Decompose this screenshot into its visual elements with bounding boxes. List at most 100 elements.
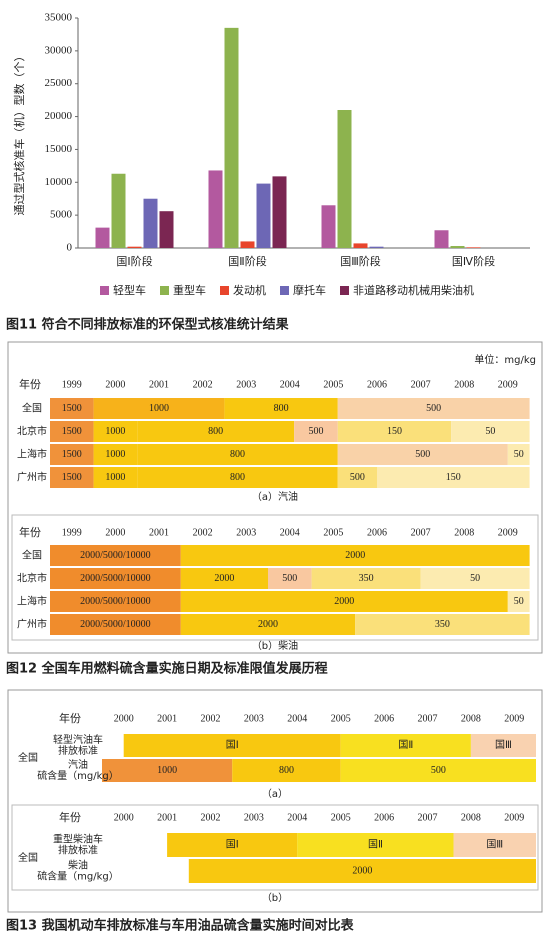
segment-label: 150 <box>446 472 461 483</box>
segment-label: 1500 <box>62 472 82 483</box>
row-label: 北京市 <box>17 425 47 438</box>
segment <box>50 614 181 635</box>
figure12b-frame <box>11 514 539 641</box>
segment <box>377 467 530 488</box>
segment-label: 1000 <box>105 426 125 437</box>
segment <box>297 833 454 857</box>
year-label: 2006 <box>374 713 394 724</box>
y-axis-label: 通过型式核准车（机）型数（个） <box>12 51 26 216</box>
y-tick-label: 35000 <box>45 12 73 24</box>
y-tick-label: 30000 <box>45 44 73 56</box>
segment-label: 800 <box>230 472 245 483</box>
segment <box>93 467 138 488</box>
year-label: 2007 <box>411 527 431 538</box>
legend-swatch <box>280 286 289 295</box>
x-tick-label: 国Ⅱ阶段 <box>228 254 266 268</box>
year-label: 2008 <box>454 527 474 538</box>
segment <box>188 859 537 883</box>
year-label: 2001 <box>157 812 177 823</box>
bar <box>240 241 255 248</box>
segment-label: 50 <box>514 449 524 460</box>
figure13-frame <box>7 689 543 913</box>
segment-label: 国Ⅲ <box>486 838 503 850</box>
legend-label: 轻型车 <box>113 283 146 297</box>
segment-label: 500 <box>308 426 323 437</box>
year-label: 2008 <box>454 379 474 390</box>
segment <box>50 591 181 612</box>
year-label: 2000 <box>105 527 125 538</box>
segment-label: 2000 <box>334 596 354 607</box>
year-label: 2005 <box>323 379 343 390</box>
legend-swatch <box>220 286 229 295</box>
segment-label: 150 <box>387 426 402 437</box>
row-label: 柴油 <box>68 859 88 872</box>
bar <box>272 176 287 248</box>
segment-label: 800 <box>279 765 294 776</box>
segment <box>337 398 530 419</box>
legend-label: 非道路移动机械用柴油机 <box>353 283 474 297</box>
segment <box>93 398 225 419</box>
year-label: 2001 <box>157 713 177 724</box>
year-label: 2004 <box>280 379 300 390</box>
row-label: 轻型汽油车 <box>53 733 103 746</box>
row-label: 排放标准 <box>58 844 98 857</box>
segment-label: 800 <box>208 426 223 437</box>
row-label: 广州市 <box>17 471 47 484</box>
segment-label: 800 <box>230 449 245 460</box>
segment <box>50 545 181 566</box>
year-header: 年份 <box>59 711 81 725</box>
region-label: 全国 <box>18 851 38 864</box>
segment <box>123 734 341 757</box>
segment <box>470 734 536 757</box>
segment-label: 500 <box>431 765 446 776</box>
y-tick-label: 5000 <box>50 209 73 221</box>
segment-label: 350 <box>359 573 374 584</box>
year-label: 2009 <box>498 527 518 538</box>
subcaption: （b） <box>262 892 288 904</box>
segment <box>268 568 312 589</box>
segment <box>50 398 94 419</box>
segment <box>180 545 530 566</box>
year-label: 2007 <box>418 713 438 724</box>
segment <box>337 444 508 465</box>
segment-label: 国Ⅱ <box>398 739 413 751</box>
year-label: 2006 <box>367 379 387 390</box>
year-label: 2000 <box>114 812 134 823</box>
row-label: 汽油 <box>68 758 88 771</box>
year-label: 2003 <box>244 812 264 823</box>
segment <box>340 734 471 757</box>
year-label: 2000 <box>114 713 134 724</box>
bar <box>224 27 239 248</box>
bar <box>256 183 271 248</box>
segment-label: 50 <box>470 573 480 584</box>
segment <box>50 444 94 465</box>
segment <box>50 467 94 488</box>
segment-label: 500 <box>426 403 441 414</box>
segment <box>340 759 536 782</box>
year-label: 2003 <box>236 527 256 538</box>
segment <box>50 421 94 442</box>
year-label: 1999 <box>62 527 82 538</box>
segment-label: 1500 <box>62 449 82 460</box>
segment-label: 500 <box>415 449 430 460</box>
year-label: 2005 <box>331 713 351 724</box>
segment <box>507 591 530 612</box>
segment <box>507 444 530 465</box>
year-label: 2004 <box>287 713 307 724</box>
year-label: 2004 <box>280 527 300 538</box>
segment <box>93 444 138 465</box>
segment <box>420 568 530 589</box>
year-label: 2007 <box>411 379 431 390</box>
segment-label: 1000 <box>149 403 169 414</box>
year-label: 2008 <box>461 713 481 724</box>
subcaption: （a）汽油 <box>252 490 298 503</box>
bar <box>434 230 449 248</box>
row-label: 全国 <box>22 402 42 415</box>
row-label: 上海市 <box>17 595 47 608</box>
year-label: 2003 <box>244 713 264 724</box>
bar <box>321 205 336 248</box>
segment-label: 2000/5000/10000 <box>80 619 151 630</box>
year-label: 2002 <box>193 379 213 390</box>
year-label: 2002 <box>201 713 221 724</box>
